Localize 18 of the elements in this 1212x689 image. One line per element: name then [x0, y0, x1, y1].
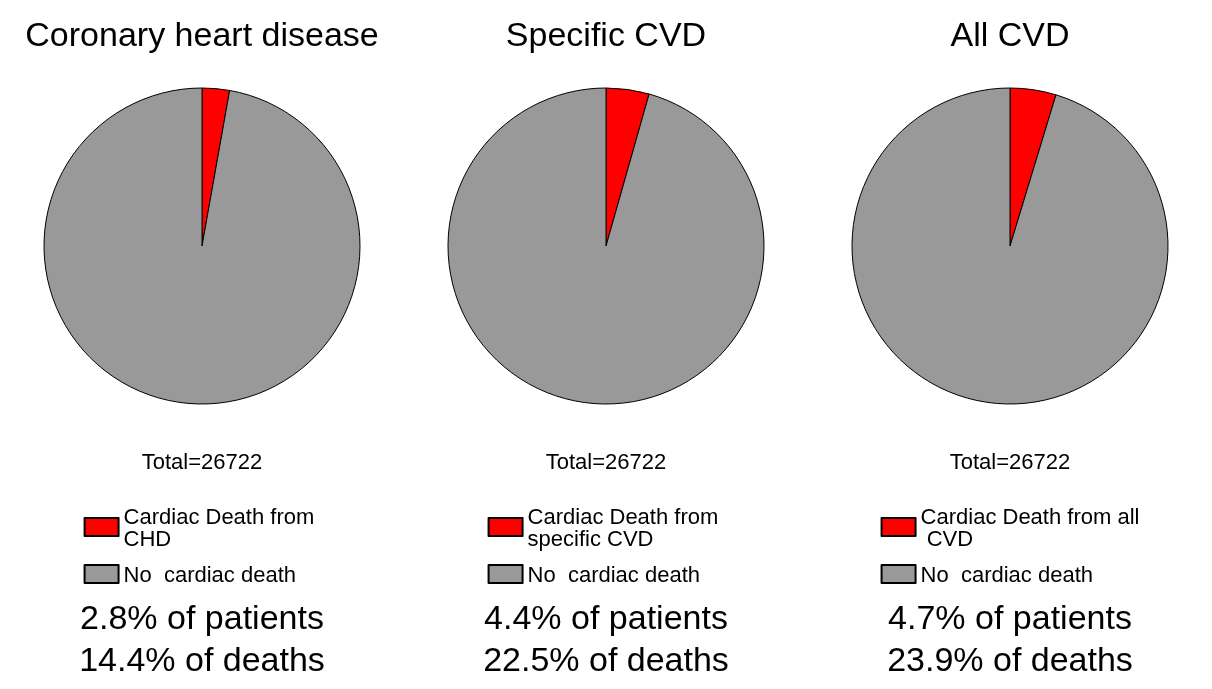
text: 22.5% of deaths: [483, 640, 729, 678]
text: Total=26722: [949, 448, 1071, 474]
text: Total=26722: [141, 448, 263, 474]
legend-label: No cardiac death: [123, 561, 297, 587]
legend-label: No cardiac death: [527, 561, 701, 587]
legend-label: Cardiac Death from CHD: [123, 503, 321, 551]
legend-label: No cardiac death: [920, 561, 1094, 587]
text: 2.8% of patients: [80, 598, 324, 636]
text: 14.4% of deaths: [79, 640, 325, 678]
legend-label: Cardiac Death from specific CVD: [527, 503, 725, 551]
chart-title: Specific CVD: [505, 15, 707, 53]
chart-title: Coronary heart disease: [25, 15, 379, 53]
text: 23.9% of deaths: [887, 640, 1133, 678]
text: 4.4% of patients: [484, 598, 728, 636]
legend-label: Cardiac Death from all CVD: [920, 503, 1140, 551]
text: 4.7% of patients: [888, 598, 1132, 636]
chart-title: All CVD: [950, 15, 1070, 53]
text: Total=26722: [545, 448, 667, 474]
